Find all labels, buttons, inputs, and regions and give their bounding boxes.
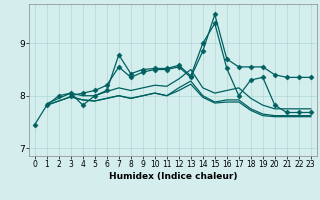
- X-axis label: Humidex (Indice chaleur): Humidex (Indice chaleur): [108, 172, 237, 181]
